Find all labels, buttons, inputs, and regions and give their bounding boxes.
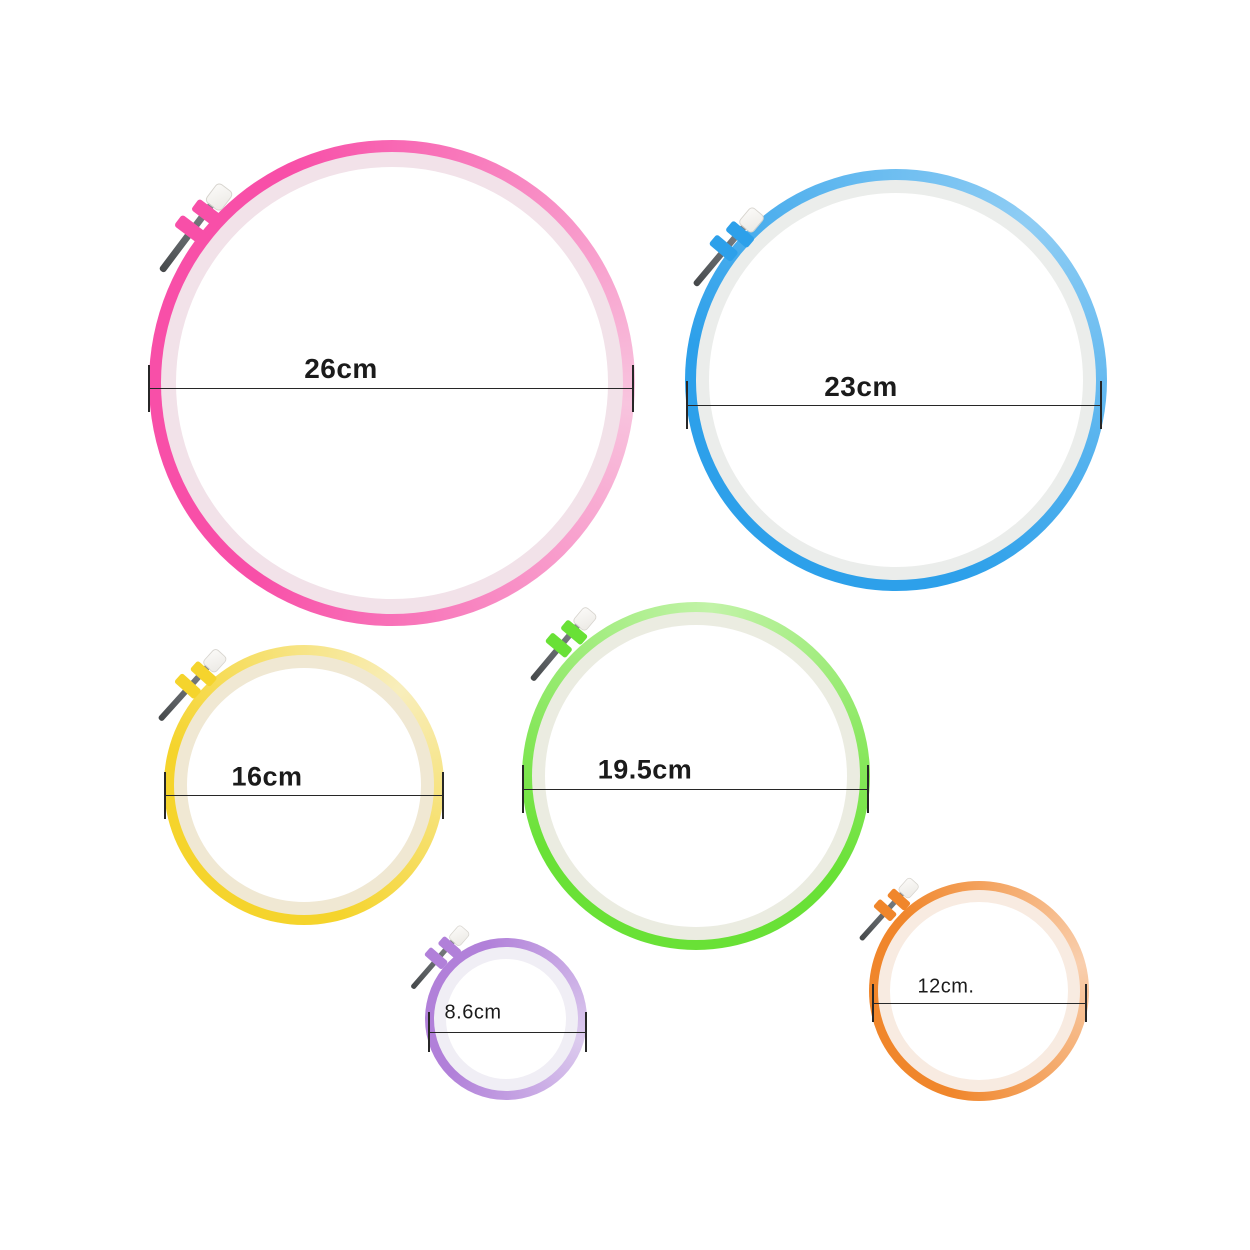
- hoop-outer-ring: [522, 602, 870, 950]
- hoop-outer-ring: [425, 938, 587, 1100]
- measure-line: [428, 1032, 587, 1033]
- measure-line: [148, 388, 634, 389]
- hoop-center: [890, 902, 1068, 1080]
- hoop-center: [176, 167, 608, 599]
- measure-tick-left: [872, 984, 874, 1022]
- measure-line: [164, 795, 444, 796]
- measure-line: [872, 1003, 1087, 1004]
- diameter-label: 8.6cm: [444, 1001, 502, 1024]
- measure-tick-right: [585, 1012, 587, 1052]
- measure-line: [522, 789, 869, 790]
- hoop-outer-ring: [685, 169, 1107, 591]
- measure-tick-right: [1100, 381, 1102, 429]
- diameter-label: 12cm.: [917, 975, 975, 998]
- measure-tick-left: [522, 765, 524, 813]
- measure-line: [686, 405, 1102, 406]
- diameter-label: 23cm: [824, 371, 898, 402]
- measure-tick-right: [632, 364, 634, 412]
- measure-tick-left: [164, 771, 166, 819]
- measure-tick-right: [867, 765, 869, 813]
- diameter-label: 19.5cm: [597, 754, 693, 785]
- hoop-center: [446, 959, 566, 1079]
- measure-tick-right: [1085, 984, 1087, 1022]
- measure-tick-left: [148, 364, 150, 412]
- hoop-outer-ring: [164, 645, 444, 925]
- measure-tick-right: [442, 771, 444, 819]
- hoop-outer-ring: [869, 881, 1089, 1101]
- diameter-label: 16cm: [231, 761, 303, 792]
- hoop-center: [545, 625, 847, 927]
- measure-tick-left: [686, 381, 688, 429]
- hoop-center: [709, 193, 1083, 567]
- hoop-outer-ring: [149, 140, 635, 626]
- measure-tick-left: [428, 1012, 430, 1052]
- hoop-center: [187, 668, 421, 902]
- diameter-label: 26cm: [304, 353, 378, 384]
